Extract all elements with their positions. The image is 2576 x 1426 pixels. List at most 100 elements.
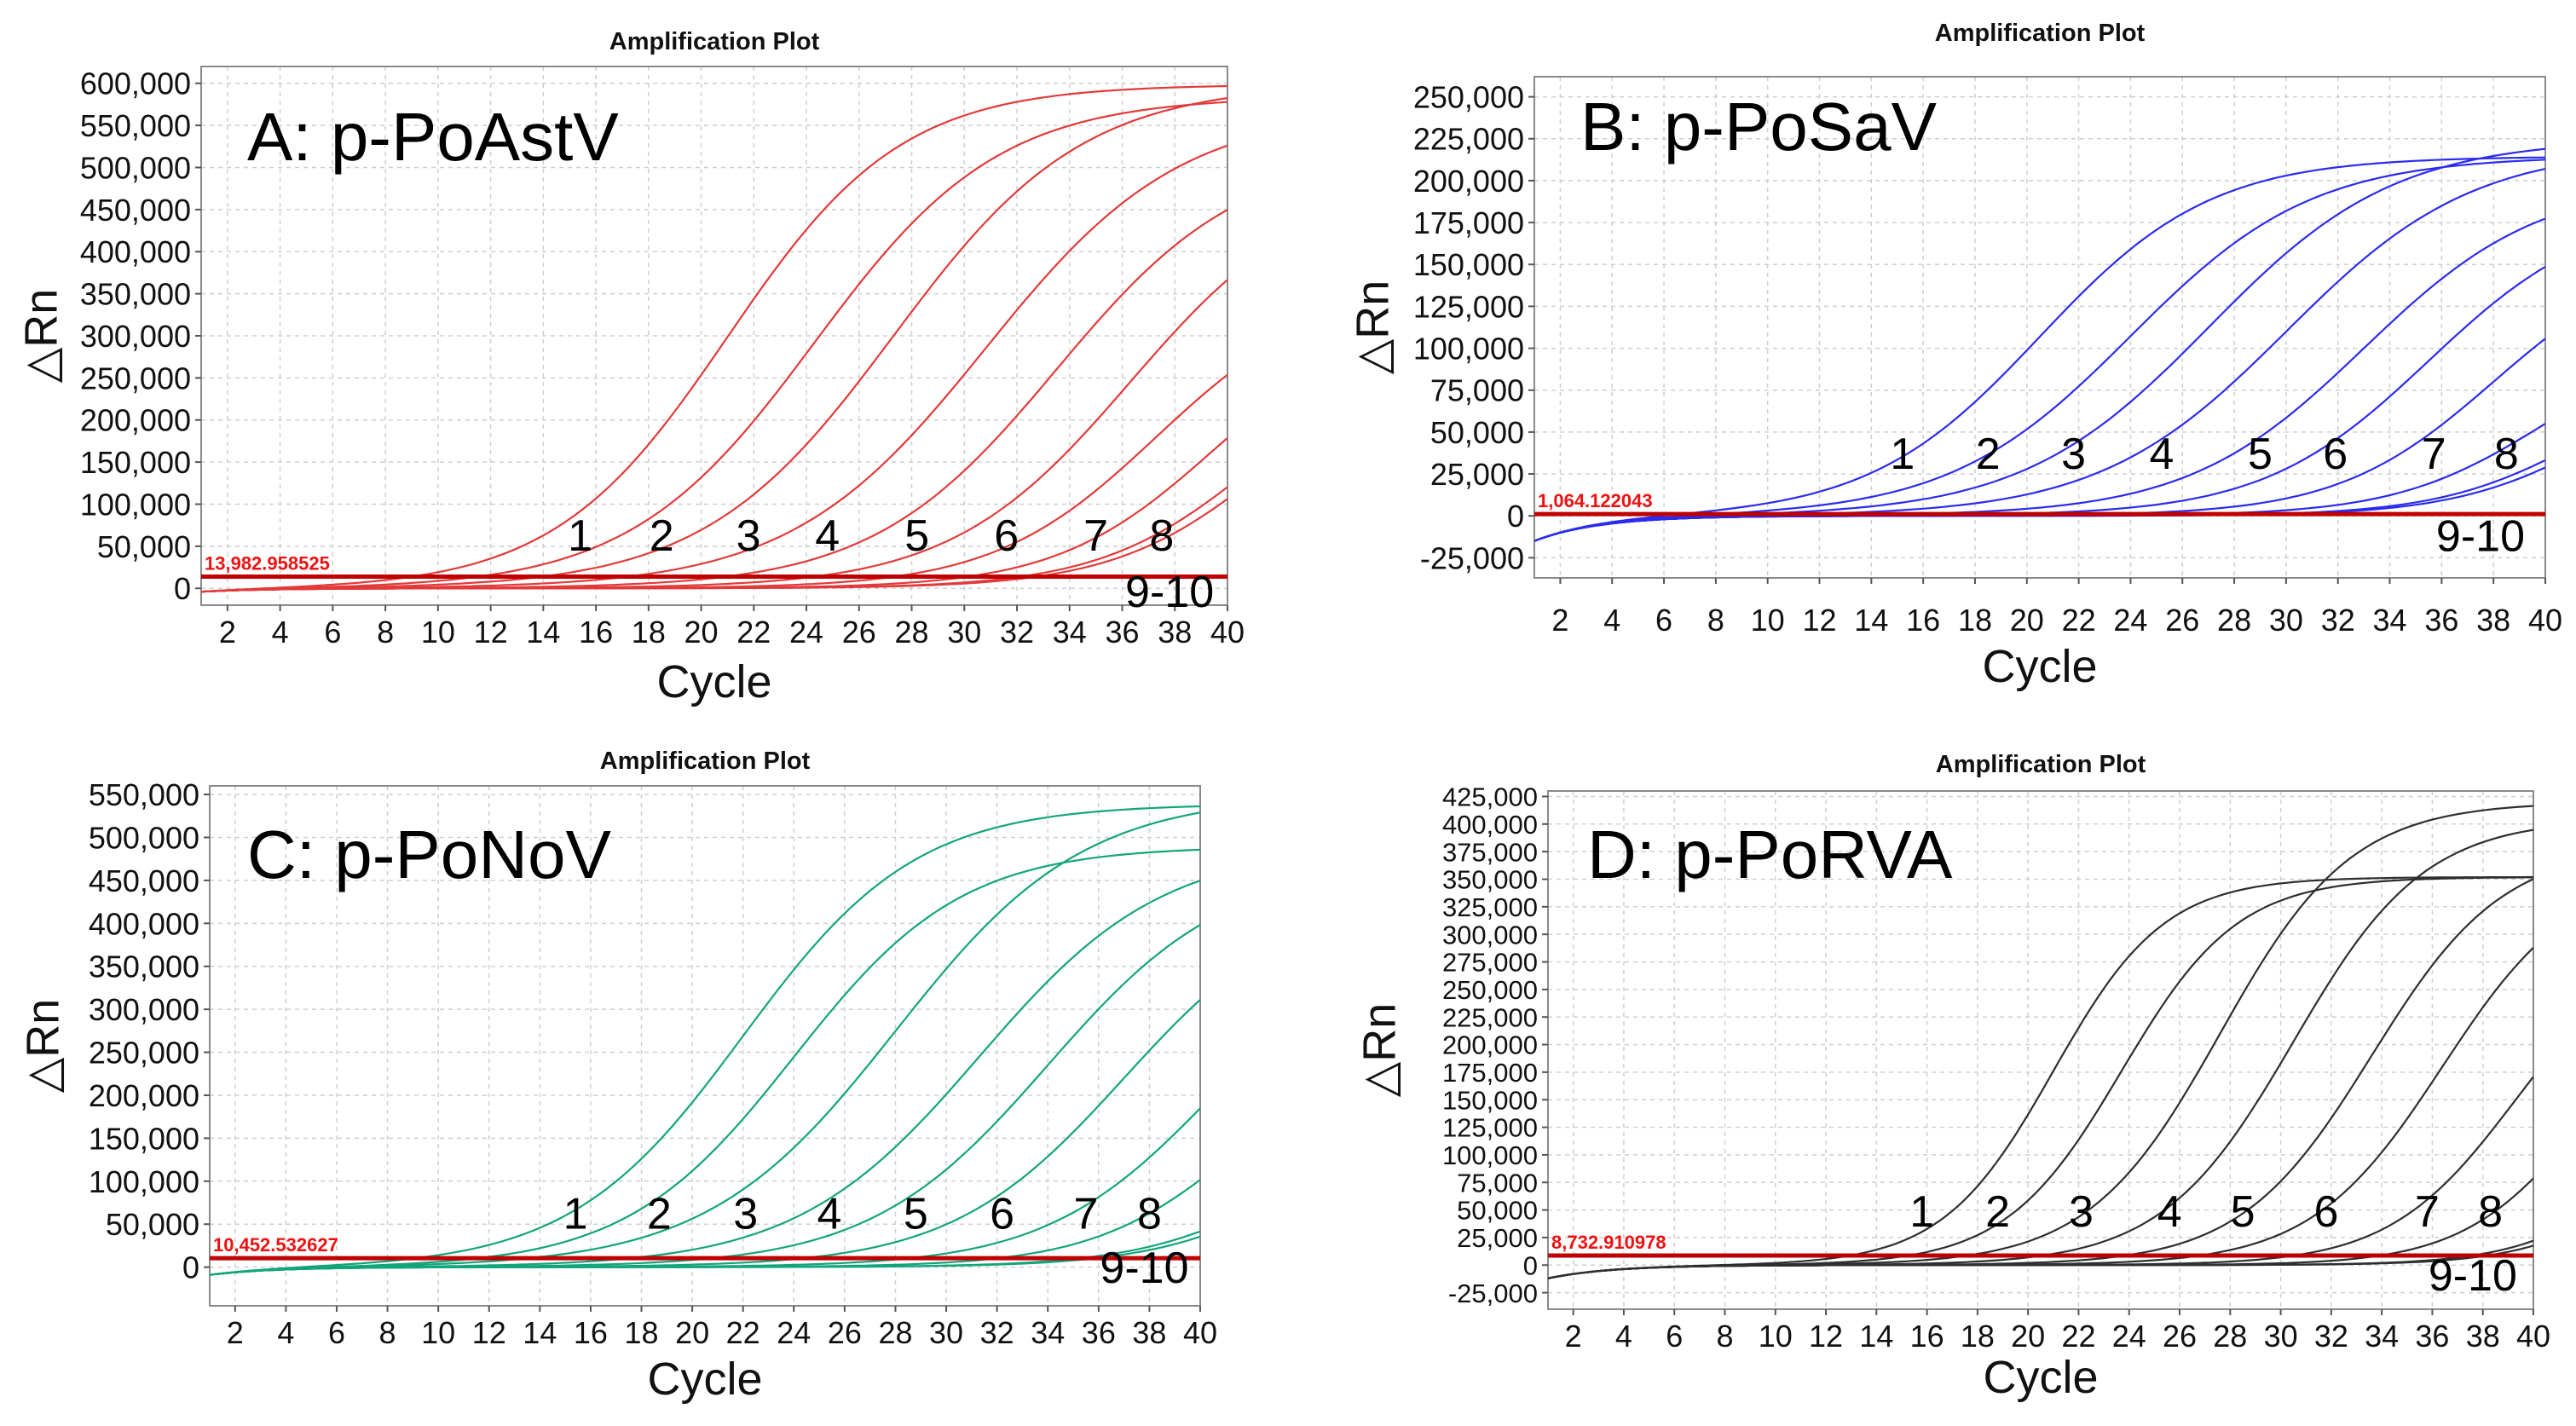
amplification-curve-9-10 bbox=[210, 1235, 1200, 1276]
y-tick-label: 200,000 bbox=[80, 403, 191, 438]
y-tick-label: 250,000 bbox=[1413, 80, 1524, 115]
x-tick-label: 14 bbox=[1854, 603, 1888, 638]
x-tick-label: 38 bbox=[2476, 603, 2510, 638]
x-tick-label: 6 bbox=[328, 1315, 345, 1350]
y-tick-label: 50,000 bbox=[1430, 415, 1524, 450]
x-tick-label: 10 bbox=[1759, 1319, 1793, 1354]
x-tick-label: 26 bbox=[2163, 1319, 2197, 1354]
curve-label: 6 bbox=[990, 1189, 1014, 1238]
x-tick-label: 26 bbox=[842, 615, 876, 649]
x-tick-label: 18 bbox=[1961, 1319, 1995, 1354]
y-axis-label: △Rn bbox=[17, 999, 68, 1094]
y-tick-label: 150,000 bbox=[89, 1121, 199, 1156]
curve-label: 8 bbox=[1149, 511, 1174, 561]
y-tick-label: 100,000 bbox=[80, 487, 191, 522]
curve-label: 3 bbox=[2069, 1187, 2094, 1237]
curve-label: 9-10 bbox=[1100, 1244, 1188, 1293]
y-axis-label: △Rn bbox=[15, 289, 66, 384]
x-tick-label: 36 bbox=[2424, 603, 2458, 638]
curve-label: 1 bbox=[568, 511, 592, 561]
amplification-curve-1 bbox=[201, 84, 1227, 593]
x-tick-label: 32 bbox=[980, 1315, 1014, 1350]
x-tick-label: 26 bbox=[2165, 603, 2199, 638]
x-tick-label: 32 bbox=[1000, 615, 1034, 649]
y-tick-label: 500,000 bbox=[89, 820, 199, 855]
y-tick-label: 125,000 bbox=[1413, 289, 1524, 324]
curve-label: 8 bbox=[2494, 430, 2519, 479]
y-tick-label: 350,000 bbox=[89, 950, 199, 984]
chart-panel-d: Amplification Plot-25,000025,00050,00075… bbox=[1354, 751, 2550, 1403]
curve-label: 2 bbox=[647, 1189, 672, 1238]
amplification-curve-2 bbox=[201, 101, 1227, 593]
y-tick-label: 400,000 bbox=[80, 234, 191, 269]
curve-label: 7 bbox=[2415, 1187, 2440, 1237]
curve-group bbox=[201, 84, 1227, 593]
amplification-curve-1 bbox=[1534, 156, 2545, 542]
x-tick-label: 32 bbox=[2321, 603, 2355, 638]
x-tick-label: 14 bbox=[526, 615, 560, 649]
x-tick-labels: 2 4 6 8 10 12 14 16 18 20 22 24 26 28 30 32 34 36 38 40 bbox=[1565, 1309, 2550, 1354]
curve-label: 4 bbox=[2157, 1187, 2182, 1237]
panel-label: A: p-PoAstV bbox=[247, 99, 619, 175]
x-tick-label: 24 bbox=[789, 615, 823, 649]
curve-label: 9-10 bbox=[2429, 1251, 2517, 1301]
x-tick-label: 40 bbox=[1183, 1315, 1217, 1350]
x-tick-label: 24 bbox=[777, 1315, 811, 1350]
chart-title: Amplification Plot bbox=[1936, 751, 2146, 778]
panel-label: C: p-PoNoV bbox=[247, 817, 611, 892]
curve-label: 7 bbox=[2422, 430, 2446, 479]
curve-label: 5 bbox=[2231, 1187, 2255, 1237]
x-tick-label: 40 bbox=[2516, 1319, 2550, 1354]
y-tick-label: 200,000 bbox=[89, 1078, 199, 1113]
y-tick-label: 550,000 bbox=[89, 777, 199, 812]
x-tick-label: 4 bbox=[277, 1315, 294, 1350]
x-tick-label: 28 bbox=[878, 1315, 912, 1350]
y-tick-label: 0 bbox=[1523, 1250, 1538, 1280]
curve-label: 5 bbox=[2248, 430, 2273, 479]
curve-label: 8 bbox=[2478, 1187, 2503, 1237]
curve-labels: 1 2 3 4 5 6 7 8 9-10 bbox=[568, 511, 1214, 617]
x-tick-label: 2 bbox=[219, 615, 236, 649]
x-tick-labels: 2 4 6 8 10 12 14 16 18 20 22 24 26 28 30 32 34 36 38 40 bbox=[219, 605, 1245, 649]
curve-label: 2 bbox=[1985, 1187, 2010, 1237]
plot-area bbox=[210, 786, 1200, 1306]
x-tick-label: 34 bbox=[1031, 1315, 1065, 1350]
x-tick-label: 38 bbox=[2466, 1319, 2500, 1354]
y-tick-label: 150,000 bbox=[1413, 247, 1524, 282]
x-tick-label: 6 bbox=[1666, 1319, 1683, 1354]
threshold-label: 10,452.532627 bbox=[213, 1234, 338, 1256]
x-tick-label: 36 bbox=[1082, 1315, 1116, 1350]
y-axis-label: △Rn bbox=[1354, 1003, 1405, 1098]
y-tick-label: 400,000 bbox=[1442, 810, 1538, 840]
gridlines bbox=[1548, 791, 2534, 1309]
x-tick-labels: 2 4 6 8 10 12 14 16 18 20 22 24 26 28 30 32 34 36 38 40 bbox=[1551, 578, 2562, 638]
y-tick-label: 150,000 bbox=[80, 445, 191, 480]
y-tick-label: -25,000 bbox=[1448, 1279, 1538, 1308]
x-tick-label: 14 bbox=[523, 1315, 557, 1350]
plot-area bbox=[1548, 791, 2533, 1309]
y-tick-labels: 0 50,000 100,000 150,000 200,000 250,000 300,0… bbox=[89, 777, 210, 1285]
x-tick-label: 28 bbox=[2213, 1319, 2247, 1354]
amplification-curve-9-10 bbox=[1548, 1244, 2533, 1279]
y-tick-label: 200,000 bbox=[1442, 1031, 1538, 1060]
curve-label: 5 bbox=[904, 1189, 928, 1238]
x-tick-label: 18 bbox=[1958, 603, 1992, 638]
y-tick-label: 225,000 bbox=[1442, 1002, 1538, 1032]
y-axis-label: △Rn bbox=[1347, 280, 1398, 375]
x-tick-label: 2 bbox=[227, 1315, 244, 1350]
gridlines bbox=[201, 66, 1228, 605]
x-tick-label: 20 bbox=[684, 615, 719, 649]
axes-frame bbox=[1533, 76, 2546, 579]
amplification-curve-9-10 bbox=[201, 498, 1227, 593]
x-axis-label: Cycle bbox=[656, 656, 771, 707]
y-tick-label: 350,000 bbox=[1442, 865, 1538, 895]
chart-panel-b: Amplification Plot-25,000025,00050,00075… bbox=[1347, 20, 2562, 692]
x-tick-label: 10 bbox=[421, 1315, 455, 1350]
y-tick-label: 50,000 bbox=[97, 529, 191, 564]
curve-label: 7 bbox=[1073, 1189, 1098, 1238]
y-tick-label: 25,000 bbox=[1430, 457, 1524, 492]
x-tick-label: 4 bbox=[1615, 1319, 1632, 1354]
curve-label: 1 bbox=[1909, 1187, 1934, 1237]
y-tick-label: 50,000 bbox=[1457, 1196, 1538, 1226]
y-tick-label: 450,000 bbox=[80, 193, 191, 228]
